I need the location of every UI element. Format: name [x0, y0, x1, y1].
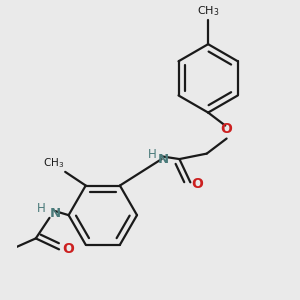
Text: O: O: [220, 122, 232, 136]
Text: CH$_3$: CH$_3$: [43, 157, 64, 170]
Text: H: H: [147, 148, 156, 161]
Text: O: O: [192, 177, 204, 191]
Text: CH$_3$: CH$_3$: [197, 4, 219, 18]
Text: H: H: [37, 202, 45, 215]
Text: N: N: [158, 153, 169, 166]
Text: N: N: [50, 207, 61, 220]
Text: O: O: [62, 242, 74, 256]
